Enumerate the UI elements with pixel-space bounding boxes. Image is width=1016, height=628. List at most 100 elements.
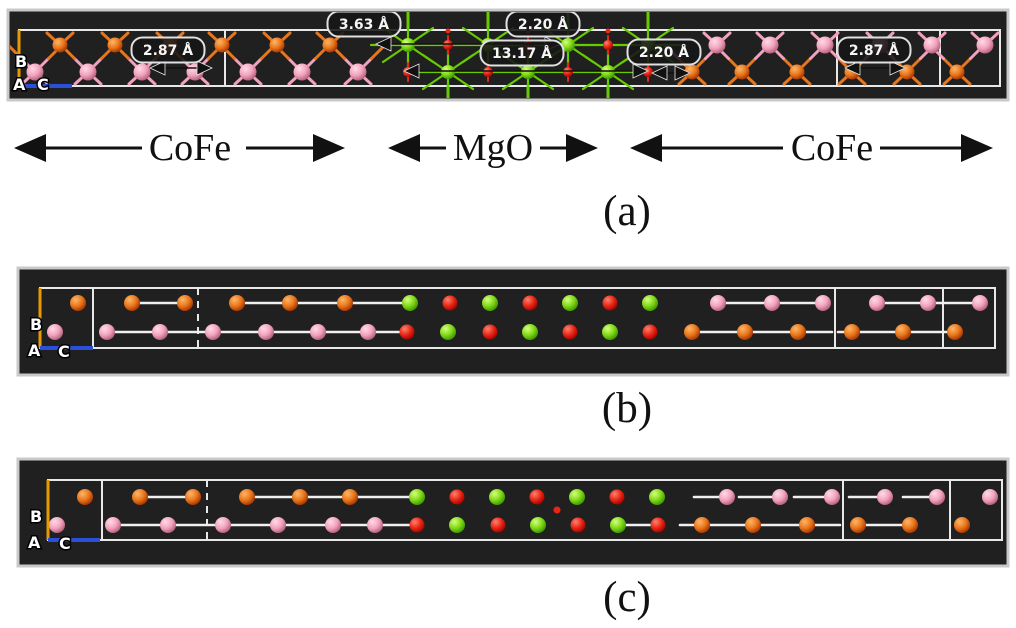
arrowhead-left (651, 65, 668, 81)
atom-green-mg (521, 65, 535, 79)
atom-pink-metal (152, 324, 168, 340)
atom-orange-metal (895, 324, 911, 340)
arrowhead-left (403, 63, 420, 79)
atom-pink-metal (923, 36, 941, 54)
atom-green-mg (409, 489, 425, 505)
atom-pink-metal (824, 489, 840, 505)
atom-pink-metal (239, 63, 257, 81)
atom-orange-metal (177, 295, 193, 311)
arrowhead-right (632, 63, 649, 79)
arrowhead-right (674, 65, 691, 81)
measurement-label: 2.20 Å (639, 44, 689, 61)
atom-pink-metal (976, 36, 994, 54)
atom-pink-metal (815, 295, 831, 311)
atom-orange-metal (745, 517, 761, 533)
atom-orange-metal (77, 489, 93, 505)
atom-pink-metal (772, 489, 788, 505)
measurement-label-box (326, 12, 402, 38)
atom-red-o (603, 40, 613, 50)
atom-pink-metal (982, 489, 998, 505)
axis-label-a: A (28, 533, 41, 552)
atom-orange-metal (342, 489, 358, 505)
region-arrow-cofe-0: CoFe (14, 127, 345, 169)
atom-pink-metal (325, 517, 341, 533)
atom-pink-metal (869, 295, 885, 311)
atom-green-mg (522, 324, 538, 340)
atom-orange-metal (282, 295, 298, 311)
atom-red-o (650, 517, 666, 533)
atom-orange-metal (799, 517, 815, 533)
red-dot-top (605, 28, 611, 34)
atom-orange-metal (790, 324, 806, 340)
atom-green-mg (562, 295, 578, 311)
atom-green-mg (440, 324, 456, 340)
atom-pink-metal (205, 324, 221, 340)
atom-pink-metal (816, 36, 834, 54)
atom-orange-metal (684, 324, 700, 340)
atom-green-mg (449, 517, 465, 533)
atom-red-o (449, 489, 465, 505)
atom-pink-metal (160, 517, 176, 533)
atom-pink-metal (133, 63, 151, 81)
atom-red-o (529, 489, 545, 505)
measurement-label: 2.87 Å (143, 42, 193, 59)
atom-orange-metal (844, 324, 860, 340)
region-arrowhead-right (313, 134, 345, 162)
region-arrow-cofe-2: CoFe (630, 127, 993, 169)
atom-orange-metal (949, 64, 965, 80)
atom-orange-metal (902, 517, 918, 533)
atom-orange-metal (107, 37, 123, 53)
atom-red-o (562, 324, 578, 340)
axis-label-a: A (28, 341, 41, 360)
atom-green-mg (561, 38, 575, 52)
panel-c-structure: BA C (16, 457, 1010, 568)
caption-c: (c) (603, 574, 651, 621)
atom-pink-metal (258, 324, 274, 340)
strip-content: BA C (27, 479, 1003, 555)
arrowhead-right (889, 60, 906, 76)
atom-pink-metal (360, 324, 376, 340)
region-arrowhead-left (630, 134, 662, 162)
atom-orange-metal (694, 517, 710, 533)
region-label-cofe: CoFe (149, 127, 231, 169)
caption-b: (b) (601, 385, 653, 432)
atom-orange-metal (132, 489, 148, 505)
atom-orange-metal (734, 64, 750, 80)
region-arrowhead-left (14, 134, 46, 162)
atom-pink-metal (349, 63, 367, 81)
atom-pink-metal (367, 517, 383, 533)
atom-orange-metal (684, 64, 700, 80)
region-arrowhead-right (566, 134, 598, 162)
strip-content: BA C (27, 287, 996, 363)
atom-green-mg (401, 38, 415, 52)
atom-pink-metal (105, 517, 121, 533)
atom-orange-metal (239, 489, 255, 505)
atom-pink-metal (310, 324, 326, 340)
atom-orange-metal (185, 489, 201, 505)
axis-label-c: C (59, 534, 71, 553)
measurement-label-box (505, 12, 581, 38)
atom-orange-metal (52, 37, 68, 53)
atom-pink-metal (49, 517, 65, 533)
atom-green-mg (482, 295, 498, 311)
atom-pink-metal (270, 517, 286, 533)
atom-red-o (602, 295, 618, 311)
region-label-cofe: CoFe (791, 127, 873, 169)
atom-orange-metal (322, 37, 338, 53)
atom-red-o (483, 67, 493, 77)
atom-orange-metal (337, 295, 353, 311)
atom-red-o (399, 324, 415, 340)
region-arrow-mgo-1: MgO (388, 127, 598, 169)
atom-orange-metal (954, 517, 970, 533)
layer-region-arrows: CoFe MgO CoFe (14, 127, 993, 169)
atom-red-o (609, 489, 625, 505)
axis-label-c: C (37, 75, 49, 94)
atom-red-o (443, 40, 453, 50)
atom-orange-metal (70, 295, 86, 311)
atom-green-mg (441, 65, 455, 79)
axis-label-b: B (15, 52, 27, 71)
region-label-mgo: MgO (453, 127, 533, 169)
arrowhead-left (149, 60, 166, 76)
